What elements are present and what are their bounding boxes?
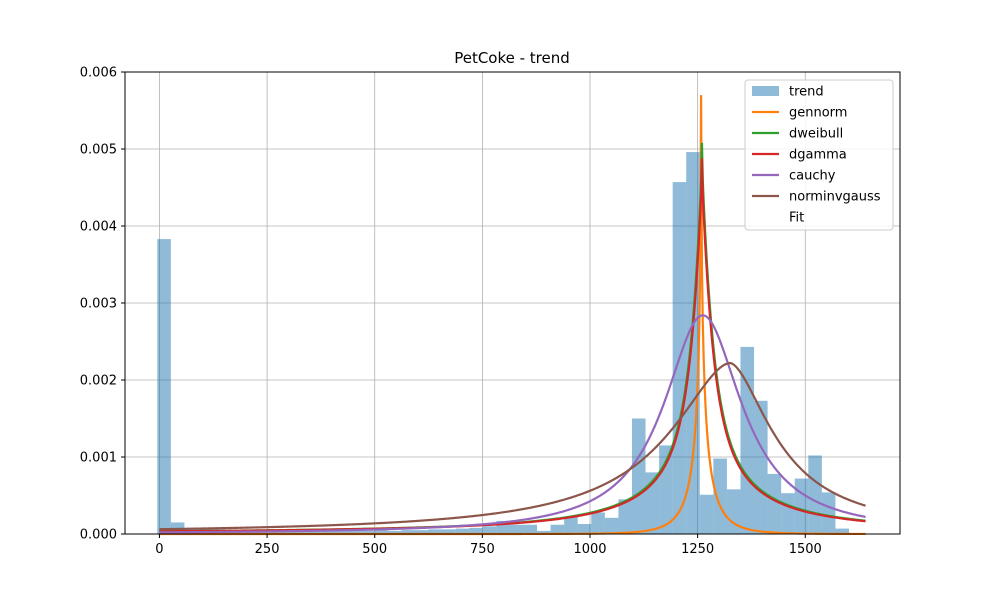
- x-tick-label: 750: [470, 542, 495, 557]
- histogram-bar: [469, 527, 483, 534]
- histogram-bar: [686, 152, 700, 534]
- y-tick-label: 0.005: [80, 143, 117, 158]
- y-tick-label: 0.004: [80, 220, 117, 235]
- chart-title: PetCoke - trend: [454, 49, 570, 67]
- histogram-bar: [835, 528, 849, 534]
- legend-label: Fit: [789, 211, 804, 226]
- histogram-bar: [157, 239, 171, 534]
- histogram-bar: [740, 346, 755, 534]
- y-axis: 0.000 0.001 0.002 0.003 0.004 0.005 0.006: [80, 66, 125, 543]
- histogram-bar: [347, 530, 361, 534]
- fit-line-cauchy: [159, 314, 866, 534]
- legend: trend gennorm dweibull dgamma cauchy norminvg…: [744, 79, 894, 231]
- y-tick-label: 0.000: [80, 528, 117, 543]
- histogram-bar: [320, 530, 334, 534]
- histogram-bar: [442, 529, 456, 534]
- histogram-bar: [509, 524, 524, 534]
- histogram-bar: [428, 529, 443, 534]
- histogram-bar: [374, 530, 388, 534]
- legend-label: dgamma: [789, 148, 847, 163]
- x-tick-label: 1500: [789, 542, 822, 557]
- histogram-bar: [564, 517, 578, 534]
- histogram-bar: [577, 523, 592, 534]
- histogram-bar: [279, 530, 293, 534]
- x-tick-label: 0: [155, 542, 163, 557]
- y-tick-label: 0.002: [80, 374, 117, 389]
- y-tick-label: 0.003: [80, 297, 117, 312]
- histogram-bar: [523, 524, 538, 534]
- x-tick-label: 250: [255, 542, 280, 557]
- x-tick-label: 500: [362, 542, 387, 557]
- y-tick-label: 0.006: [80, 66, 117, 81]
- histogram-bar: [699, 494, 714, 534]
- legend-label: dweibull: [789, 127, 843, 142]
- histogram-bar: [414, 530, 429, 534]
- histogram-bar: [306, 530, 321, 534]
- histogram-bar: [455, 528, 470, 534]
- x-tick-label: 1250: [681, 542, 714, 557]
- histogram-bar: [550, 524, 565, 534]
- histogram-bar: [333, 530, 348, 534]
- histogram-bar: [754, 400, 768, 534]
- histogram-bar: [401, 530, 415, 534]
- legend-swatch: [752, 86, 779, 96]
- x-axis: 0 250 500 750 1000 1250 1500: [155, 534, 822, 557]
- histogram-bar: [726, 489, 741, 534]
- histogram-bar: [713, 458, 727, 534]
- histogram-bar: [591, 512, 605, 534]
- legend-label: cauchy: [789, 169, 836, 184]
- x-tick-label: 1000: [573, 542, 606, 557]
- histogram-bar: [631, 418, 646, 534]
- legend-label: norminvgauss: [789, 190, 881, 205]
- histogram-bar: [821, 492, 836, 534]
- histogram-bar: [537, 530, 551, 534]
- y-tick-label: 0.001: [80, 451, 117, 466]
- histogram-bar: [794, 478, 809, 534]
- histogram-bar: [387, 530, 402, 534]
- histogram-bar: [781, 493, 795, 534]
- histogram-bar: [604, 517, 619, 534]
- histogram-bar: [808, 455, 822, 534]
- fit-line-norminvgauss: [159, 361, 866, 531]
- legend-label: gennorm: [789, 106, 847, 121]
- legend-label: trend: [789, 85, 824, 100]
- histogram-bar: [618, 499, 632, 534]
- histogram-bar: [767, 473, 782, 534]
- legend-box: [744, 79, 894, 231]
- histogram-bar: [482, 526, 497, 534]
- histogram-bar: [360, 530, 375, 534]
